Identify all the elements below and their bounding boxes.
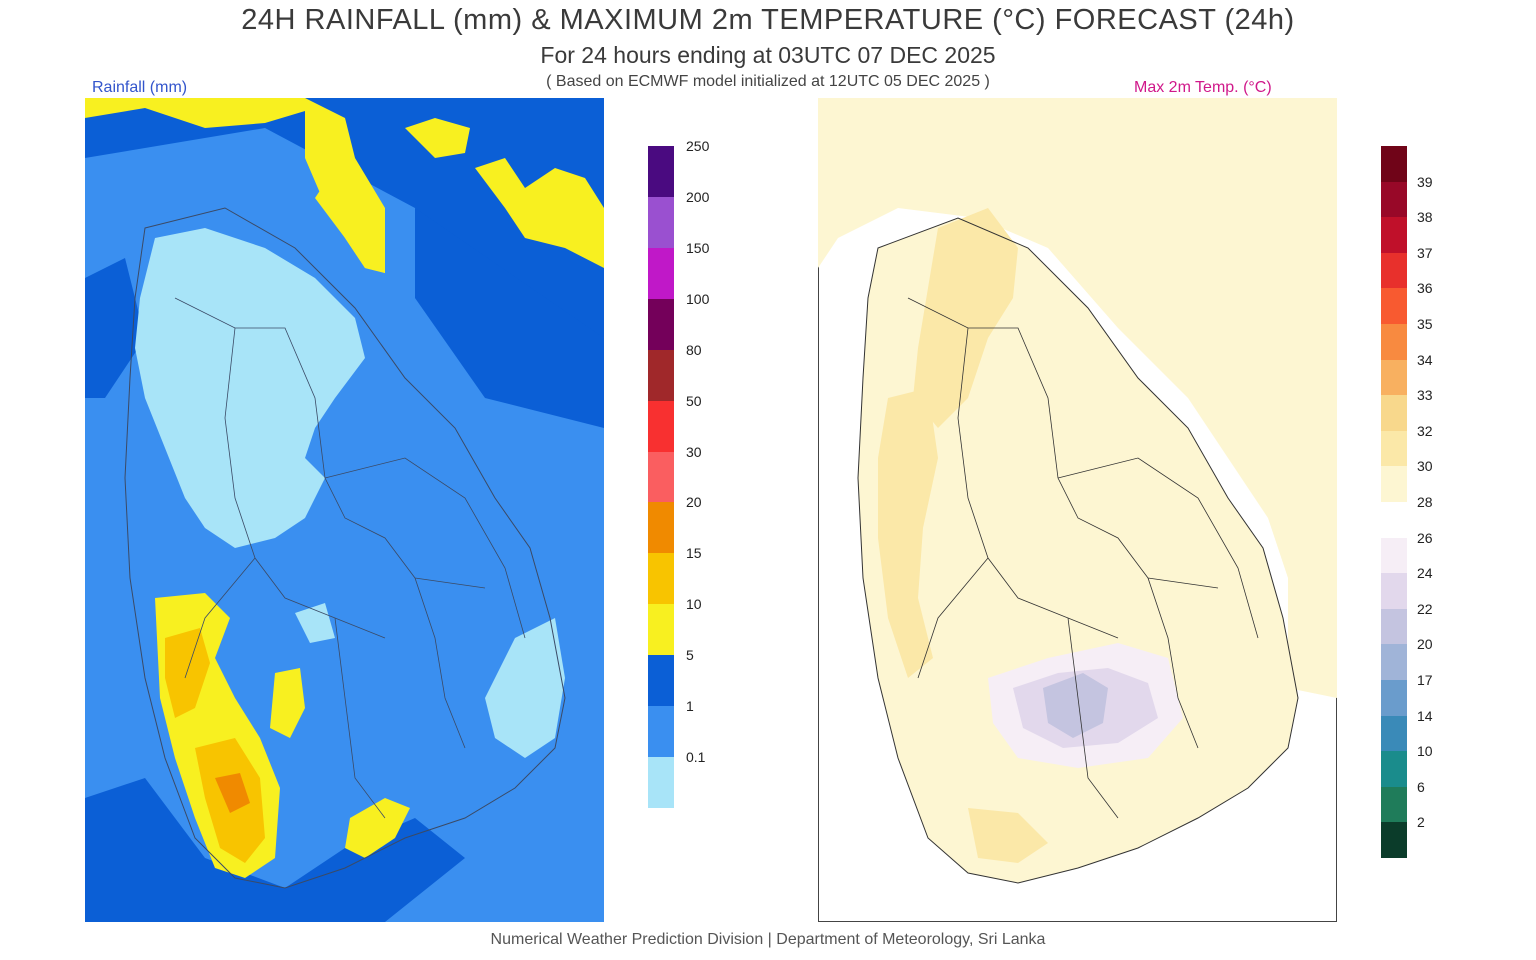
rain-colorbar-tick: 250 [686,138,710,154]
rain-colorbar-cell [648,502,674,554]
temp-warm-west [878,388,938,678]
temp-colorbar-cell [1381,822,1407,858]
temp-colorbar-tick: 10 [1417,743,1433,760]
temp-colorbar-cell [1381,252,1407,289]
rain-colorbar-cell [648,196,674,248]
rain-colorbar-cell [648,604,674,656]
rain-colorbar-tick: 200 [686,188,710,205]
temperature-panel-label: Max 2m Temp. (°C) [1134,79,1272,96]
rainfall-panel-label: Rainfall (mm) [92,79,188,96]
temp-colorbar-tick: 33 [1417,387,1433,404]
rain-yellow-north-2 [305,98,385,273]
rain-colorbar-tick: 10 [686,596,702,613]
temp-colorbar-tick: 24 [1417,565,1433,582]
temp-colorbar-cell [1381,466,1407,502]
rain-colorbar-tick: 100 [686,290,710,307]
temp-warm-north [913,208,1018,428]
rain-yellow-south [345,798,410,858]
temp-colorbar-cell [1381,217,1407,253]
temp-district-lines [907,297,1259,819]
footer-credit: Numerical Weather Prediction Division | … [490,931,1046,948]
temp-colorbar-cell [1381,786,1407,823]
temp-colorbar-tick: 14 [1417,707,1433,724]
temp-sea-region [818,98,1337,698]
rain-yellow-mid [270,668,305,738]
rain-dark-band-east [415,208,604,428]
rain-colorbar-cell [648,146,674,197]
temp-colorbar-cell [1381,573,1407,609]
rain-colorbar-cell [648,349,674,401]
temp-colorbar-cell [1381,680,1407,716]
temp-colorbar-tick: 17 [1417,672,1433,688]
temp-colorbar-tick: 26 [1417,529,1433,546]
rain-colorbar-tick: 80 [686,341,702,358]
rain-colorbar-cell [648,298,674,350]
rain-light-interior [135,228,365,548]
temp-colorbar-cell [1381,537,1407,574]
rain-colorbar-cell [648,757,674,808]
rain-deep-orange [215,773,250,813]
rain-district-lines [174,297,526,819]
temp-colorbar-tick: 22 [1417,600,1433,617]
temp-colorbar-tick: 39 [1417,173,1433,190]
temp-colorbar-tick: 2 [1417,814,1425,831]
temp-colorbar-cell [1381,288,1407,324]
rain-colorbar-cell [648,553,674,605]
rain-colorbar-tick: 150 [686,239,710,256]
chart-subtitle: For 24 hours ending at 03UTC 07 DEC 2025 [540,42,996,68]
temp-colorbar-tick: 6 [1417,778,1425,795]
rain-colorbar-tick: 0.1 [686,749,706,766]
rain-island-outline [124,207,566,889]
temp-colorbar-tick: 36 [1417,280,1433,297]
chart-title: 24H RAINFALL (mm) & MAXIMUM 2m TEMPERATU… [241,4,1295,36]
rainfall-colorbar: 0.1 1 5 10 15 20 30 50 80 100 150 200 250 [648,138,710,808]
model-note: ( Based on ECMWF model initialized at 12… [546,73,990,90]
rain-colorbar-cell [648,451,674,503]
rain-colorbar-tick: 1 [686,698,694,715]
temp-colorbar-tick: 32 [1417,422,1433,439]
rain-colorbar-cell [648,400,674,452]
rain-yellow-small [405,118,470,158]
temp-colorbar-tick: 30 [1417,458,1433,475]
temperature-map [818,98,1337,922]
temp-island-outline [857,217,1299,884]
rain-dark-band-west [85,258,145,398]
rain-colorbar-tick: 30 [686,443,702,460]
temp-colorbar-tick: 35 [1417,316,1433,332]
rain-colorbar-cell [648,247,674,299]
temp-cold-core [1043,673,1108,738]
rain-colorbar-cell [648,655,674,707]
temp-colorbar-cell [1381,359,1407,396]
rain-colorbar-tick: 50 [686,392,702,409]
temp-colorbar-cell [1381,395,1407,431]
temp-colorbar-tick: 38 [1417,209,1433,226]
temp-colorbar-tick: 37 [1417,244,1433,261]
rain-yellow-ne [475,158,604,268]
temp-colorbar-tick: 34 [1417,351,1433,368]
rainfall-map [85,98,604,922]
temp-colorbar-cell [1381,430,1407,467]
rain-dark-band-south [85,778,465,922]
temp-warm-south [968,808,1048,863]
temp-colorbar-tick: 20 [1417,636,1433,653]
temp-colorbar-cell [1381,146,1407,182]
rain-light-mid [295,603,335,643]
temp-colorbar-cell [1381,715,1407,752]
temp-colorbar-cell [1381,181,1407,218]
temp-colorbar-cell [1381,751,1407,787]
rain-colorbar-tick: 20 [686,494,702,511]
rain-colorbar-tick: 5 [686,647,694,664]
rain-colorbar-cell [648,706,674,758]
rain-orange-sw-1 [165,628,210,718]
temp-colorbar-cell [1381,644,1407,680]
rain-colorbar-tick: 15 [686,545,702,562]
temp-colorbar-cell [1381,502,1407,538]
temp-colorbar-cell [1381,608,1407,645]
rain-dark-band-north [85,98,604,338]
temperature-colorbar: 2 6 10 14 17 20 22 24 26 28 30 32 33 34 35 36 37 38 39 [1381,146,1451,858]
temp-colorbar-tick: 28 [1417,494,1433,510]
rain-light-east [485,618,565,758]
temp-colorbar-cell [1381,324,1407,360]
